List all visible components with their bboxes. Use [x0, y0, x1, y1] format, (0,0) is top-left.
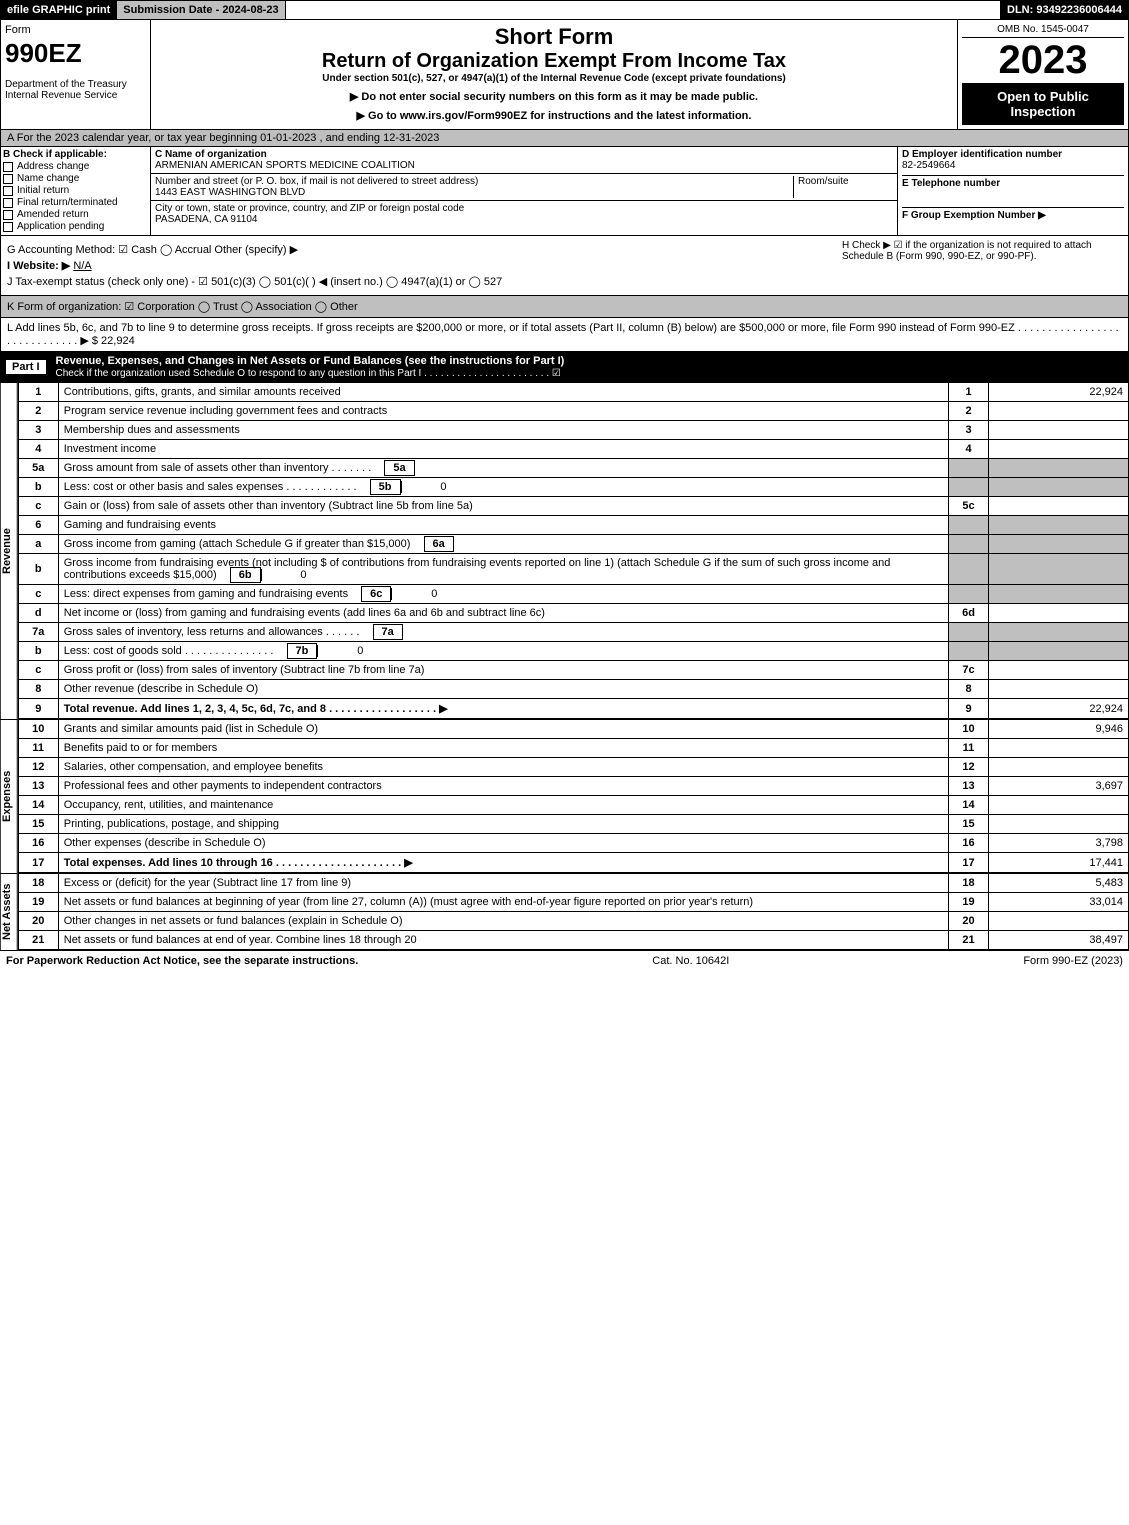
- row-17: 17Total expenses. Add lines 10 through 1…: [18, 853, 1128, 873]
- line-g: G Accounting Method: ☑ Cash ◯ Accrual Ot…: [7, 243, 802, 256]
- form-header: Form 990EZ Department of the Treasury In…: [0, 20, 1129, 130]
- part-number: Part I: [6, 360, 46, 374]
- section-bcd: B Check if applicable: Address change Na…: [0, 147, 1129, 236]
- row-9: 9Total revenue. Add lines 1, 2, 3, 4, 5c…: [18, 699, 1128, 719]
- ssn-warning: ▶ Do not enter social security numbers o…: [155, 90, 953, 103]
- omb-number: OMB No. 1545-0047: [962, 24, 1124, 38]
- section-ghij: G Accounting Method: ☑ Cash ◯ Accrual Ot…: [0, 236, 1129, 296]
- row-6c: cLess: direct expenses from gaming and f…: [18, 585, 1128, 604]
- street-value: 1443 EAST WASHINGTON BLVD: [155, 187, 305, 198]
- form-ref: Form 990-EZ (2023): [1023, 955, 1123, 967]
- header-center: Short Form Return of Organization Exempt…: [151, 20, 958, 129]
- room-suite: Room/suite: [793, 176, 893, 198]
- city-value: PASADENA, CA 91104: [155, 214, 257, 225]
- row-8: 8Other revenue (describe in Schedule O)8: [18, 680, 1128, 699]
- org-name: ARMENIAN AMERICAN SPORTS MEDICINE COALIT…: [155, 160, 415, 171]
- row-6d: dNet income or (loss) from gaming and fu…: [18, 604, 1128, 623]
- header-left: Form 990EZ Department of the Treasury In…: [1, 20, 151, 129]
- paperwork-notice: For Paperwork Reduction Act Notice, see …: [6, 955, 358, 967]
- line-j: J Tax-exempt status (check only one) - ☑…: [7, 275, 802, 288]
- vert-netassets: Net Assets: [0, 873, 18, 950]
- vert-revenue: Revenue: [0, 382, 18, 719]
- col-c: C Name of organization ARMENIAN AMERICAN…: [151, 147, 898, 235]
- row-15: 15Printing, publications, postage, and s…: [18, 815, 1128, 834]
- top-bar: efile GRAPHIC print Submission Date - 20…: [0, 0, 1129, 20]
- expenses-table: 10Grants and similar amounts paid (list …: [18, 719, 1129, 873]
- website-value: N/A: [73, 260, 91, 272]
- row-7a: 7aGross sales of inventory, less returns…: [18, 623, 1128, 642]
- col-b: B Check if applicable: Address change Na…: [1, 147, 151, 235]
- row-10: 10Grants and similar amounts paid (list …: [18, 720, 1128, 739]
- page-footer: For Paperwork Reduction Act Notice, see …: [0, 950, 1129, 971]
- city-label: City or town, state or province, country…: [155, 203, 464, 214]
- form-word: Form: [5, 24, 146, 36]
- row-19: 19Net assets or fund balances at beginni…: [18, 893, 1128, 912]
- c-street-row: Number and street (or P. O. box, if mail…: [151, 174, 897, 201]
- line-k: K Form of organization: ☑ Corporation ◯ …: [0, 296, 1129, 318]
- dln: DLN: 93492236006444: [1001, 1, 1128, 19]
- part-i-header: Part I Revenue, Expenses, and Changes in…: [0, 352, 1129, 382]
- row-12: 12Salaries, other compensation, and empl…: [18, 758, 1128, 777]
- d-label: D Employer identification number: [902, 149, 1062, 160]
- row-3: 3Membership dues and assessments3: [18, 421, 1128, 440]
- row-6a: aGross income from gaming (attach Schedu…: [18, 535, 1128, 554]
- vert-expenses: Expenses: [0, 719, 18, 873]
- chk-name-change[interactable]: Name change: [3, 173, 148, 184]
- row-6: 6Gaming and fundraising events: [18, 516, 1128, 535]
- ein: 82-2549664: [902, 160, 955, 171]
- line-l: L Add lines 5b, 6c, and 7b to line 9 to …: [0, 318, 1129, 352]
- col-d: D Employer identification number 82-2549…: [898, 147, 1128, 235]
- row-7c: cGross profit or (loss) from sales of in…: [18, 661, 1128, 680]
- goto-link[interactable]: ▶ Go to www.irs.gov/Form990EZ for instru…: [155, 109, 953, 122]
- row-21: 21Net assets or fund balances at end of …: [18, 931, 1128, 950]
- open-public: Open to Public Inspection: [962, 83, 1124, 125]
- tel-label: E Telephone number: [902, 178, 1000, 189]
- spacer: [286, 1, 1001, 19]
- row-11: 11Benefits paid to or for members11: [18, 739, 1128, 758]
- c-name-label: C Name of organization: [155, 149, 267, 160]
- group-label: F Group Exemption Number ▶: [902, 210, 1046, 221]
- street-label: Number and street (or P. O. box, if mail…: [155, 176, 478, 187]
- c-name-row: C Name of organization ARMENIAN AMERICAN…: [151, 147, 897, 174]
- row-2: 2Program service revenue including gover…: [18, 402, 1128, 421]
- c-city-row: City or town, state or province, country…: [151, 201, 897, 227]
- line-i: I Website: ▶ N/A: [7, 259, 802, 272]
- return-title: Return of Organization Exempt From Incom…: [155, 50, 953, 73]
- row-5a: 5aGross amount from sale of assets other…: [18, 459, 1128, 478]
- cat-no: Cat. No. 10642I: [652, 955, 729, 967]
- part-i-title: Revenue, Expenses, and Changes in Net As…: [56, 355, 565, 367]
- line-a: A For the 2023 calendar year, or tax yea…: [0, 130, 1129, 147]
- submission-date: Submission Date - 2024-08-23: [117, 1, 285, 19]
- chk-address-change[interactable]: Address change: [3, 161, 148, 172]
- short-form-title: Short Form: [155, 24, 953, 50]
- under-section: Under section 501(c), 527, or 4947(a)(1)…: [155, 73, 953, 84]
- row-16: 16Other expenses (describe in Schedule O…: [18, 834, 1128, 853]
- chk-pending[interactable]: Application pending: [3, 221, 148, 232]
- row-6b: bGross income from fundraising events (n…: [18, 554, 1128, 585]
- line-l-amt: 22,924: [101, 335, 135, 347]
- netassets-table: 18Excess or (deficit) for the year (Subt…: [18, 873, 1129, 950]
- row-5b: bLess: cost or other basis and sales exp…: [18, 478, 1128, 497]
- chk-amended[interactable]: Amended return: [3, 209, 148, 220]
- row-7b: bLess: cost of goods sold . . . . . . . …: [18, 642, 1128, 661]
- chk-final-return[interactable]: Final return/terminated: [3, 197, 148, 208]
- row-5c: cGain or (loss) from sale of assets othe…: [18, 497, 1128, 516]
- row-18: 18Excess or (deficit) for the year (Subt…: [18, 874, 1128, 893]
- line-h: H Check ▶ ☑ if the organization is not r…: [842, 240, 1122, 291]
- row-13: 13Professional fees and other payments t…: [18, 777, 1128, 796]
- header-right: OMB No. 1545-0047 2023 Open to Public In…: [958, 20, 1128, 129]
- chk-initial-return[interactable]: Initial return: [3, 185, 148, 196]
- row-14: 14Occupancy, rent, utilities, and mainte…: [18, 796, 1128, 815]
- row-20: 20Other changes in net assets or fund ba…: [18, 912, 1128, 931]
- row-4: 4Investment income4: [18, 440, 1128, 459]
- b-label: B Check if applicable:: [3, 149, 148, 160]
- revenue-table: 1Contributions, gifts, grants, and simil…: [18, 382, 1129, 719]
- efile-label: efile GRAPHIC print: [1, 1, 117, 19]
- tax-year: 2023: [962, 38, 1124, 83]
- form-number: 990EZ: [5, 38, 146, 69]
- part-i-sub: Check if the organization used Schedule …: [56, 368, 561, 379]
- row-1: 1Contributions, gifts, grants, and simil…: [18, 383, 1128, 402]
- dept-label: Department of the Treasury Internal Reve…: [5, 79, 146, 101]
